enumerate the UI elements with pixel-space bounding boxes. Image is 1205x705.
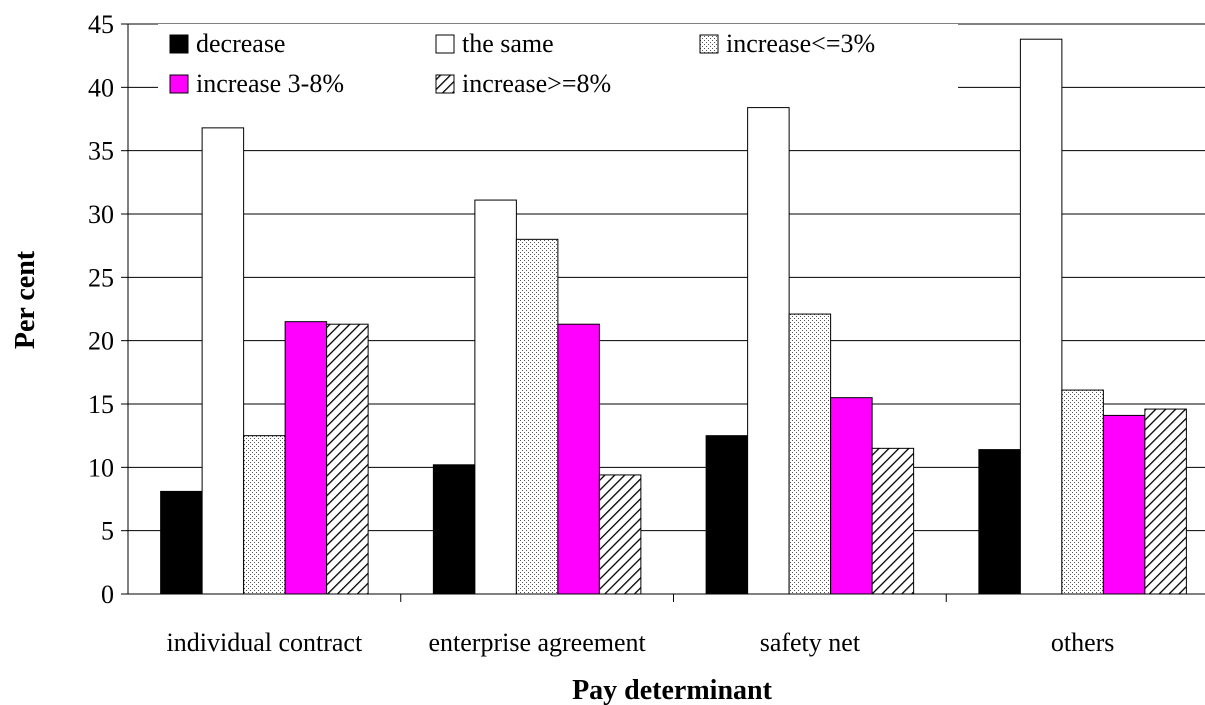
bar-increase-3-8- [1102, 414, 1146, 595]
bar-increase-3-8- [284, 321, 328, 595]
bar-the-same [201, 127, 245, 595]
legend-label: increase<=3% [726, 29, 875, 58]
legend-swatch [169, 74, 189, 94]
legend-swatch [169, 34, 189, 54]
y-tick-label: 25 [88, 263, 114, 292]
bar-increase-3- [1061, 389, 1104, 595]
bar-the-same [1019, 38, 1063, 595]
category-label: individual contract [167, 628, 363, 657]
y-tick-label: 15 [88, 390, 114, 419]
x-axis-title: Pay determinant [572, 675, 773, 705]
bar-decrease [432, 464, 476, 595]
y-tick-label: 40 [88, 73, 114, 102]
bar-increase-3- [515, 238, 559, 595]
axes [121, 23, 1205, 602]
legend: decrease the same increase<=3% increase 3-8… [158, 24, 958, 104]
bar-increase-3-8- [830, 397, 873, 595]
bar-increase-8- [326, 323, 369, 595]
bar-the-same [747, 107, 790, 595]
bars [160, 38, 1187, 595]
legend-background [158, 24, 958, 104]
bar-increase-3- [788, 313, 832, 595]
bar-increase-3- [243, 435, 286, 595]
y-tick-label: 20 [88, 327, 114, 356]
legend-swatch [435, 74, 455, 94]
legend-label: increase>=8% [462, 69, 611, 98]
bar-decrease [978, 449, 1021, 595]
y-tick-label: 45 [88, 10, 114, 39]
bar-increase-8- [598, 474, 642, 595]
bar-increase-8- [1144, 408, 1187, 595]
bar-increase-3-8- [557, 323, 600, 595]
category-label: safety net [760, 628, 861, 657]
y-tick-label: 0 [101, 580, 114, 609]
y-axis-title: Per cent [10, 250, 41, 349]
y-tick-labels: 0 5 10 15 20 25 30 35 40 45 [88, 10, 114, 609]
y-tick-label: 10 [88, 453, 114, 482]
category-label: enterprise agreement [428, 628, 646, 657]
legend-swatch [699, 34, 719, 54]
bar-increase-8- [871, 447, 915, 595]
legend-label: increase 3-8% [196, 69, 344, 98]
legend-label: the same [462, 29, 554, 58]
y-tick-label: 5 [101, 517, 114, 546]
y-tick-label: 30 [88, 200, 114, 229]
bar-decrease [160, 490, 203, 595]
legend-label: decrease [196, 29, 285, 58]
bar-the-same [474, 199, 517, 595]
category-labels: individual contract enterprise agreement s… [167, 628, 1115, 657]
y-tick-label: 35 [88, 137, 114, 166]
bar-decrease [705, 435, 749, 595]
legend-swatch [435, 34, 455, 54]
category-label: others [1051, 628, 1115, 657]
